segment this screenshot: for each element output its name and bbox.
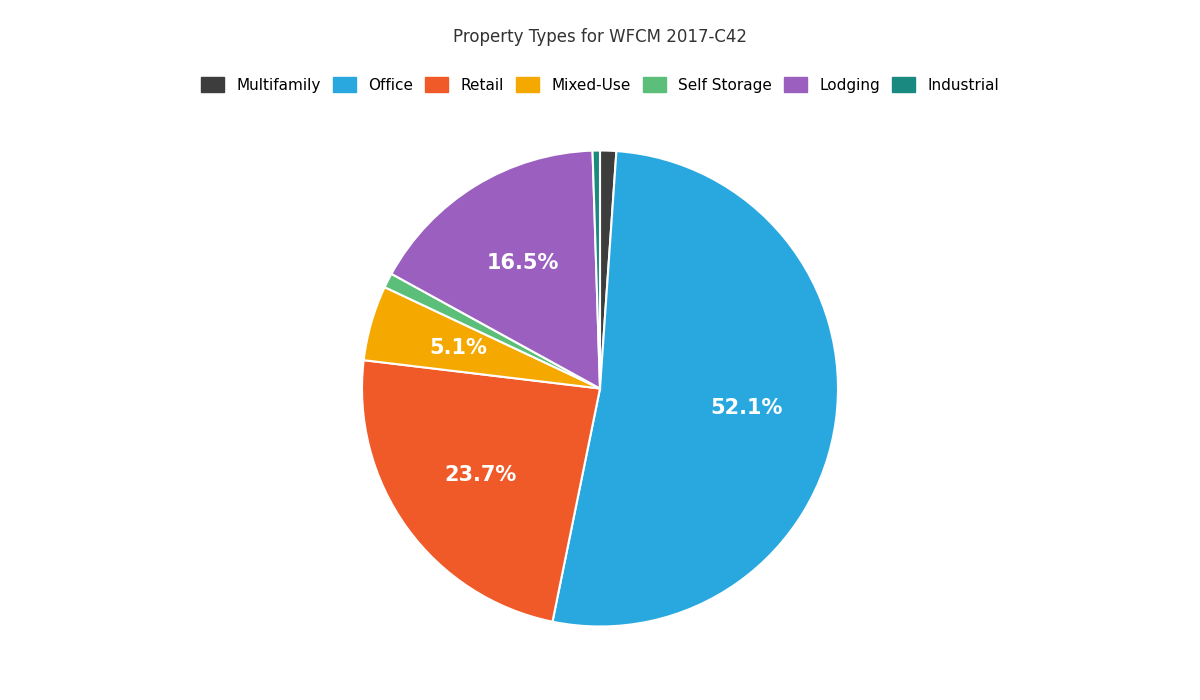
Text: 5.1%: 5.1%	[430, 338, 487, 358]
Text: 16.5%: 16.5%	[487, 253, 559, 273]
Wedge shape	[364, 287, 600, 389]
Wedge shape	[593, 150, 600, 389]
Wedge shape	[391, 150, 600, 389]
Wedge shape	[385, 274, 600, 388]
Wedge shape	[552, 151, 838, 626]
Wedge shape	[362, 360, 600, 622]
Text: 23.7%: 23.7%	[444, 465, 516, 485]
Text: 52.1%: 52.1%	[710, 398, 782, 419]
Text: Property Types for WFCM 2017-C42: Property Types for WFCM 2017-C42	[454, 28, 746, 46]
Legend: Multifamily, Office, Retail, Mixed-Use, Self Storage, Lodging, Industrial: Multifamily, Office, Retail, Mixed-Use, …	[194, 71, 1006, 99]
Wedge shape	[600, 150, 617, 389]
